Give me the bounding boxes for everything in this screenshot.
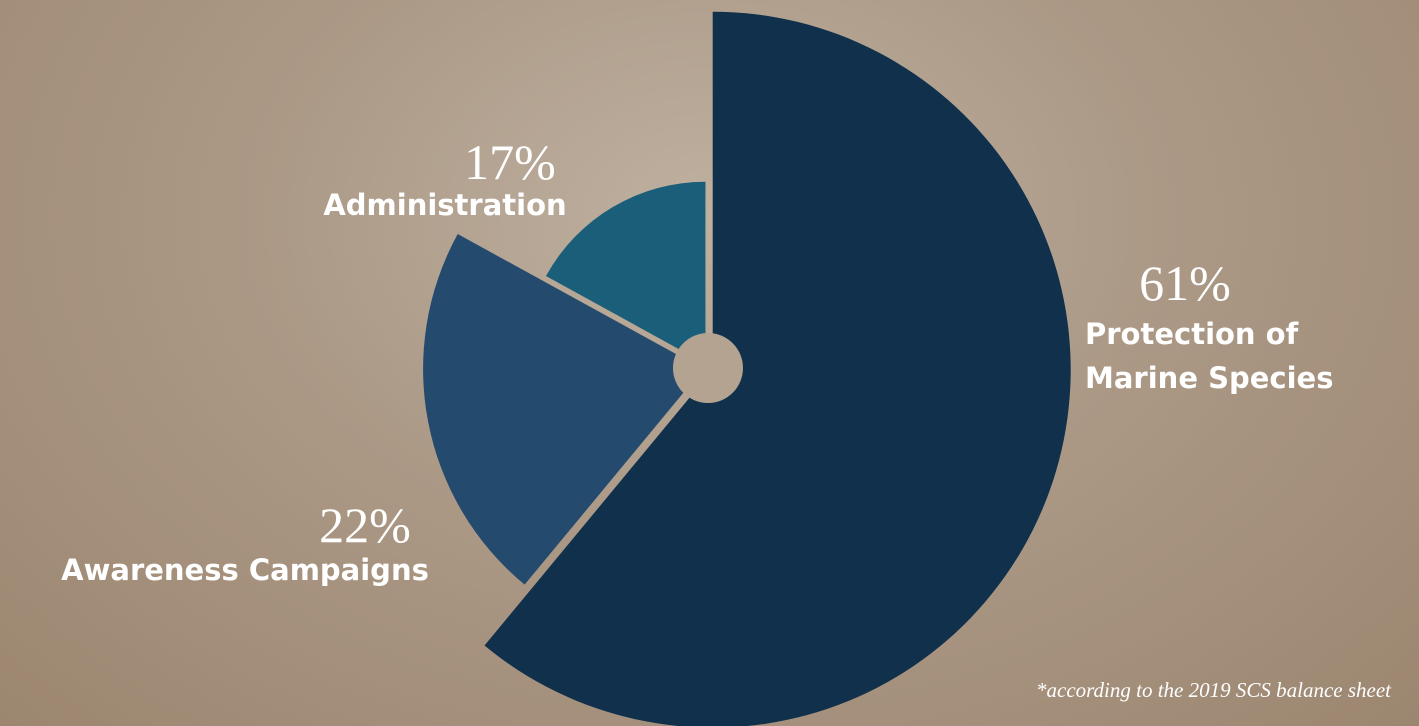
category-label: Protection of Marine Species bbox=[1085, 317, 1334, 395]
pie-slice bbox=[545, 181, 706, 364]
category-label: Administration bbox=[323, 188, 567, 222]
pie-slice bbox=[484, 11, 1071, 726]
value-label: 17% bbox=[464, 134, 556, 190]
value-label: 61% bbox=[1139, 255, 1231, 311]
category-label: Awareness Campaigns bbox=[61, 553, 429, 587]
value-label: 22% bbox=[319, 497, 411, 553]
footnote: *according to the 2019 SCS balance sheet bbox=[1036, 678, 1391, 702]
pie-slice bbox=[423, 234, 704, 585]
center-hole bbox=[673, 333, 743, 403]
